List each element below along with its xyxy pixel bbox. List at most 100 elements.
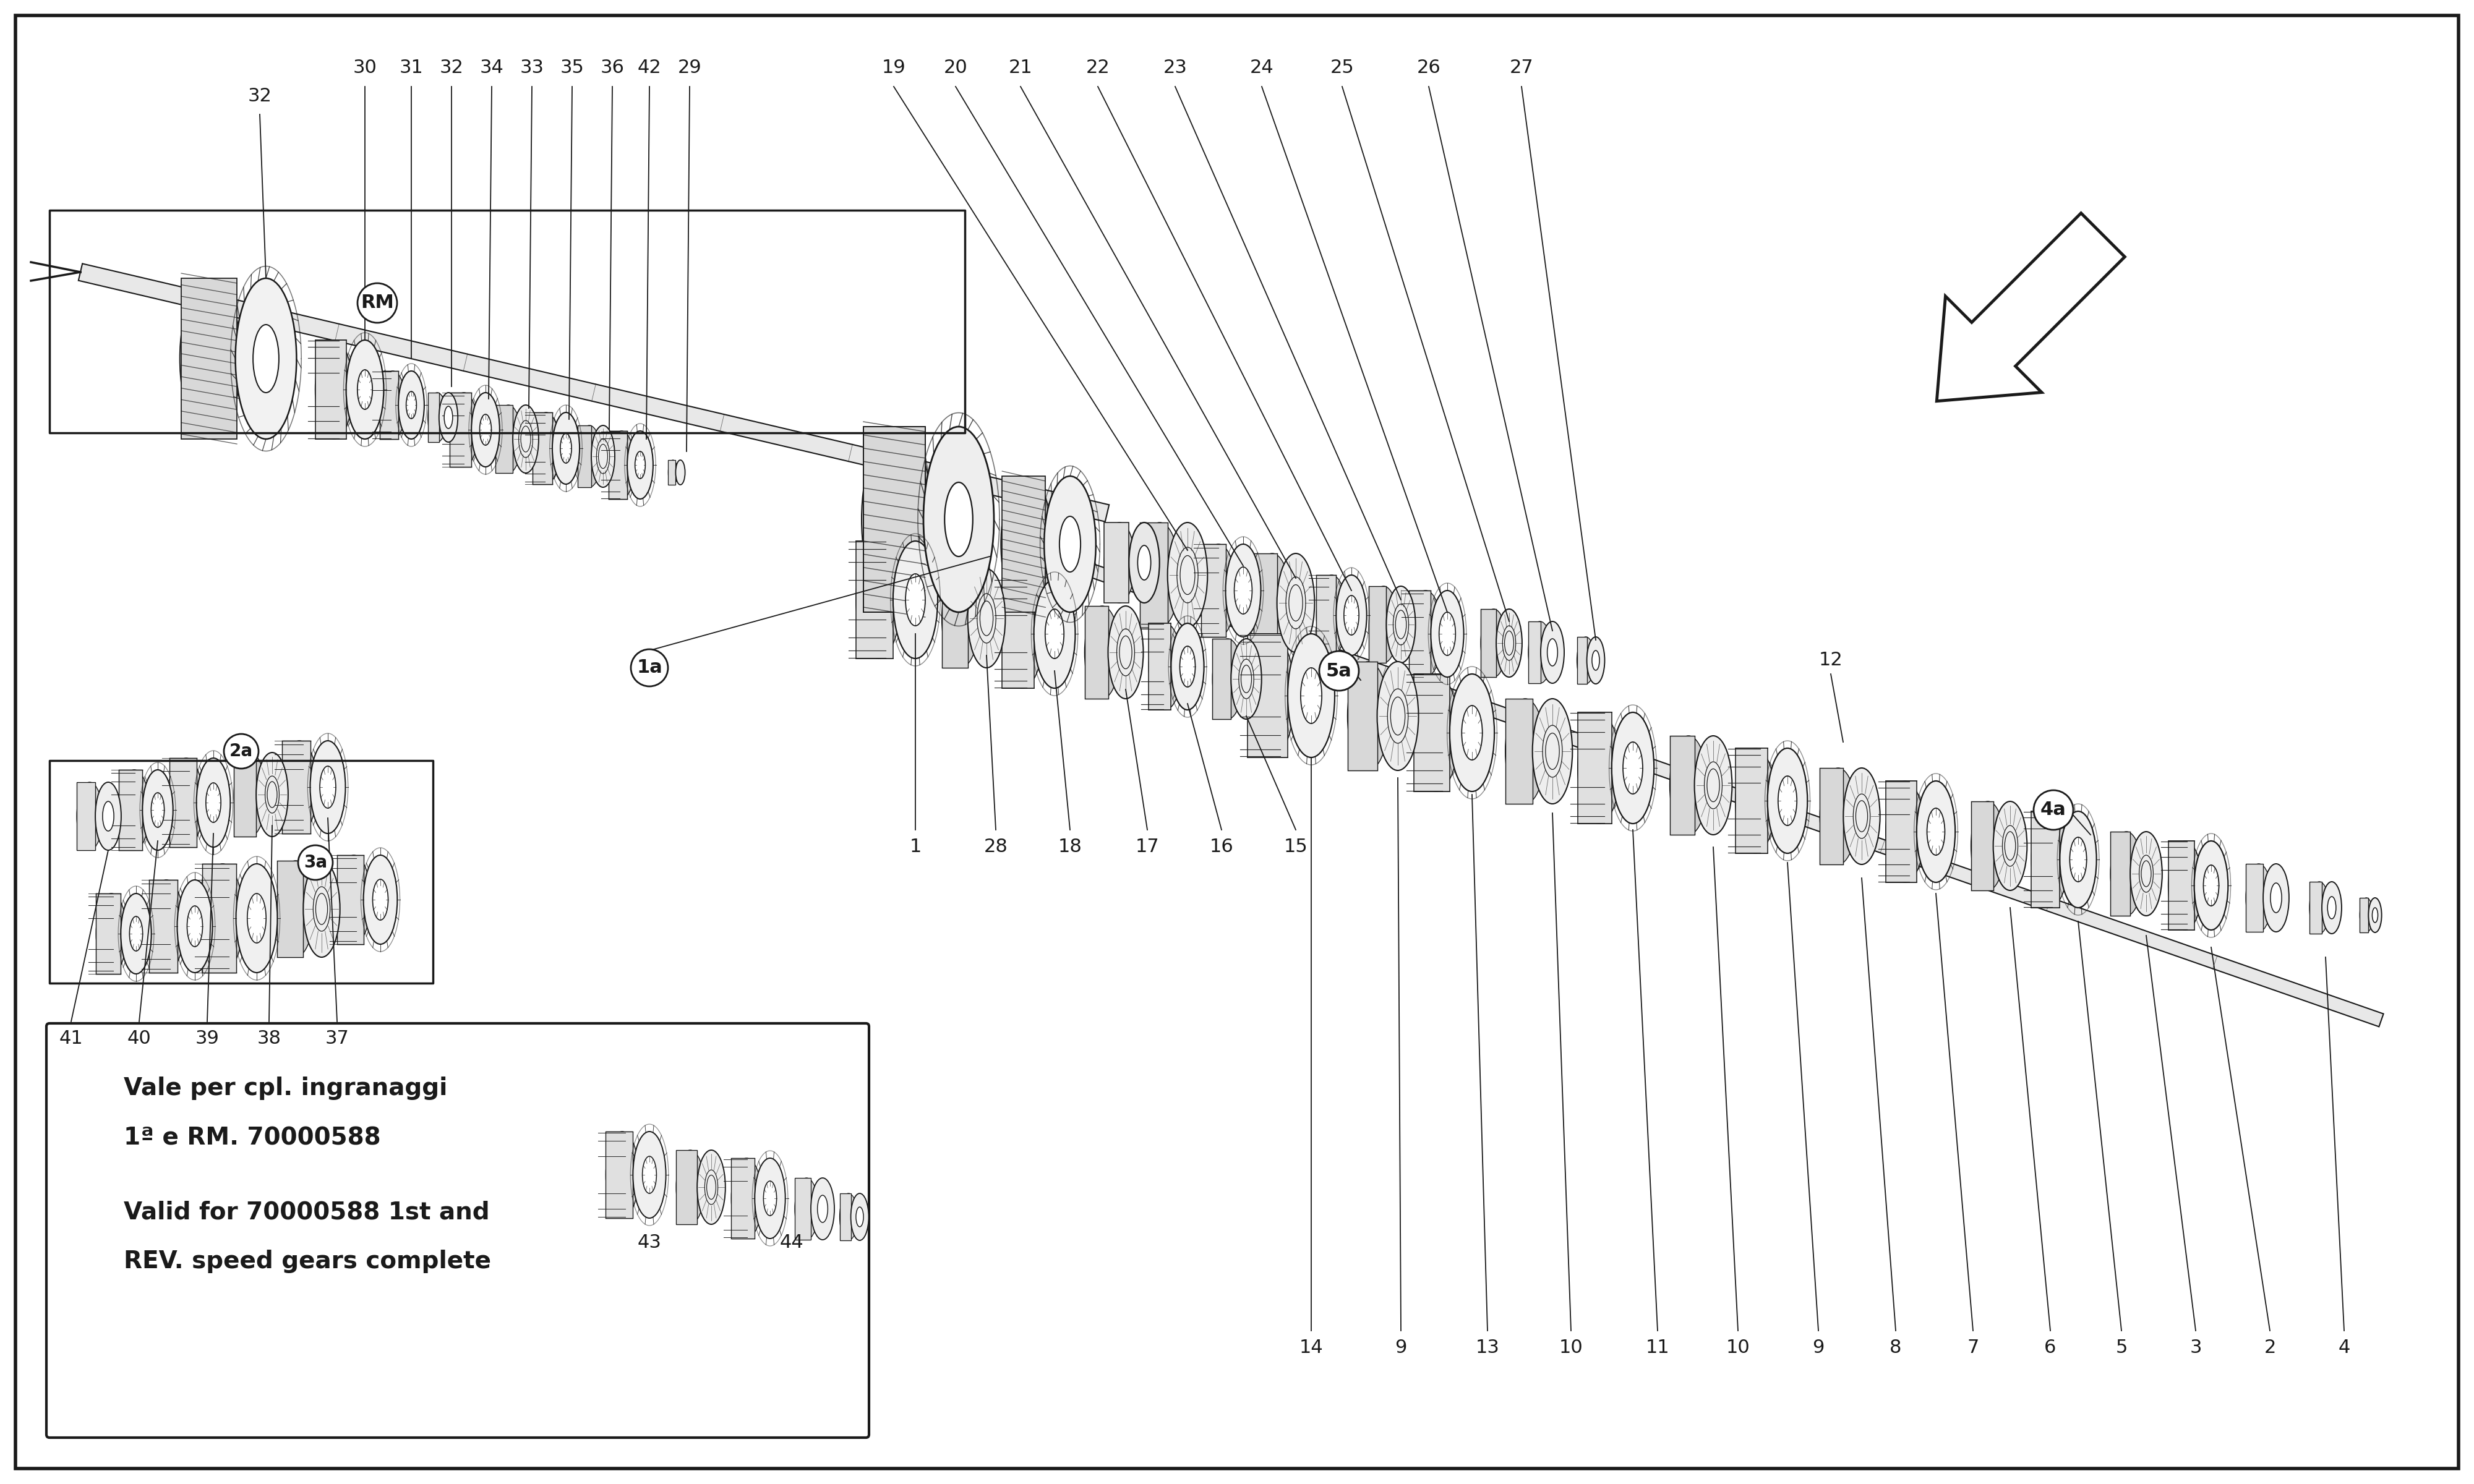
Polygon shape bbox=[1529, 622, 1541, 683]
Ellipse shape bbox=[559, 433, 571, 463]
Ellipse shape bbox=[235, 752, 265, 837]
Ellipse shape bbox=[319, 766, 336, 809]
Text: 5: 5 bbox=[2115, 1339, 2128, 1356]
Ellipse shape bbox=[675, 460, 685, 485]
Polygon shape bbox=[235, 752, 257, 837]
Text: 1: 1 bbox=[910, 838, 920, 856]
Polygon shape bbox=[2031, 812, 2061, 908]
Ellipse shape bbox=[816, 1195, 829, 1223]
Ellipse shape bbox=[235, 279, 297, 439]
Ellipse shape bbox=[151, 792, 163, 828]
Ellipse shape bbox=[1232, 638, 1262, 720]
Ellipse shape bbox=[1586, 637, 1606, 684]
Ellipse shape bbox=[1084, 605, 1121, 699]
Text: 43: 43 bbox=[638, 1233, 661, 1252]
Text: 37: 37 bbox=[324, 1030, 349, 1048]
Polygon shape bbox=[1734, 748, 1766, 853]
Text: 44: 44 bbox=[779, 1233, 804, 1252]
Bar bbox=[49, 211, 965, 433]
Ellipse shape bbox=[1843, 769, 1880, 864]
Circle shape bbox=[2034, 789, 2073, 830]
Ellipse shape bbox=[1994, 801, 2026, 890]
Ellipse shape bbox=[195, 758, 230, 847]
Ellipse shape bbox=[1044, 608, 1064, 659]
Ellipse shape bbox=[314, 340, 354, 439]
Text: 12: 12 bbox=[1818, 651, 1843, 669]
Ellipse shape bbox=[861, 427, 933, 611]
Polygon shape bbox=[1821, 769, 1843, 864]
Ellipse shape bbox=[129, 916, 143, 951]
Ellipse shape bbox=[1927, 809, 1945, 855]
Text: 7: 7 bbox=[1967, 1339, 1979, 1356]
Polygon shape bbox=[1148, 623, 1170, 709]
Polygon shape bbox=[1937, 214, 2125, 401]
Ellipse shape bbox=[1885, 781, 1925, 883]
Ellipse shape bbox=[1546, 638, 1559, 666]
Text: 28: 28 bbox=[985, 838, 1007, 856]
Polygon shape bbox=[1348, 662, 1378, 770]
Ellipse shape bbox=[1766, 748, 1808, 853]
Ellipse shape bbox=[794, 1178, 819, 1239]
Ellipse shape bbox=[2264, 864, 2288, 932]
Ellipse shape bbox=[1103, 522, 1136, 603]
Ellipse shape bbox=[336, 855, 371, 944]
Ellipse shape bbox=[1286, 634, 1336, 757]
Ellipse shape bbox=[764, 1181, 777, 1215]
Ellipse shape bbox=[1277, 554, 1314, 653]
Text: 39: 39 bbox=[195, 1030, 220, 1048]
Ellipse shape bbox=[304, 861, 339, 957]
Polygon shape bbox=[1141, 522, 1168, 628]
Text: 32: 32 bbox=[247, 88, 272, 105]
Polygon shape bbox=[1413, 674, 1450, 791]
Text: 1ª e RM. 70000588: 1ª e RM. 70000588 bbox=[124, 1126, 381, 1150]
Text: 26: 26 bbox=[1418, 59, 1440, 77]
Ellipse shape bbox=[1316, 574, 1346, 656]
Ellipse shape bbox=[1235, 567, 1252, 614]
Ellipse shape bbox=[1529, 622, 1551, 683]
Ellipse shape bbox=[1059, 516, 1081, 571]
Polygon shape bbox=[450, 393, 473, 467]
Ellipse shape bbox=[732, 1158, 762, 1239]
Polygon shape bbox=[181, 279, 238, 439]
Ellipse shape bbox=[2031, 812, 2068, 908]
Ellipse shape bbox=[675, 1150, 705, 1224]
Ellipse shape bbox=[1695, 736, 1732, 834]
Polygon shape bbox=[428, 393, 438, 442]
Ellipse shape bbox=[2167, 841, 2202, 930]
Ellipse shape bbox=[473, 393, 500, 467]
Text: 13: 13 bbox=[1475, 1339, 1499, 1356]
Ellipse shape bbox=[1301, 668, 1321, 723]
Text: 9: 9 bbox=[1395, 1339, 1408, 1356]
Ellipse shape bbox=[2061, 812, 2095, 908]
Ellipse shape bbox=[101, 801, 114, 831]
Ellipse shape bbox=[2071, 837, 2086, 881]
Text: 20: 20 bbox=[943, 59, 967, 77]
Text: 11: 11 bbox=[1645, 1339, 1670, 1356]
Ellipse shape bbox=[480, 414, 492, 445]
Ellipse shape bbox=[309, 741, 346, 834]
Text: 10: 10 bbox=[1559, 1339, 1583, 1356]
Text: 3a: 3a bbox=[304, 853, 327, 871]
Ellipse shape bbox=[905, 574, 925, 626]
Ellipse shape bbox=[811, 1178, 834, 1239]
Text: REV. speed gears complete: REV. speed gears complete bbox=[124, 1250, 490, 1273]
Polygon shape bbox=[77, 782, 96, 850]
Ellipse shape bbox=[1462, 705, 1482, 760]
Text: 24: 24 bbox=[1249, 59, 1274, 77]
Ellipse shape bbox=[636, 451, 646, 478]
Text: 34: 34 bbox=[480, 59, 505, 77]
Polygon shape bbox=[1482, 608, 1497, 677]
Text: 3: 3 bbox=[2189, 1339, 2202, 1356]
Polygon shape bbox=[282, 741, 309, 834]
Bar bbox=[49, 760, 433, 982]
Ellipse shape bbox=[1368, 586, 1398, 663]
Polygon shape bbox=[79, 264, 1108, 522]
Polygon shape bbox=[532, 413, 552, 484]
Ellipse shape bbox=[1591, 650, 1601, 671]
Text: 41: 41 bbox=[59, 1030, 84, 1048]
Polygon shape bbox=[381, 371, 398, 439]
Ellipse shape bbox=[2194, 841, 2229, 930]
Polygon shape bbox=[1368, 586, 1385, 663]
Text: 1a: 1a bbox=[636, 659, 663, 677]
Ellipse shape bbox=[1734, 748, 1776, 853]
